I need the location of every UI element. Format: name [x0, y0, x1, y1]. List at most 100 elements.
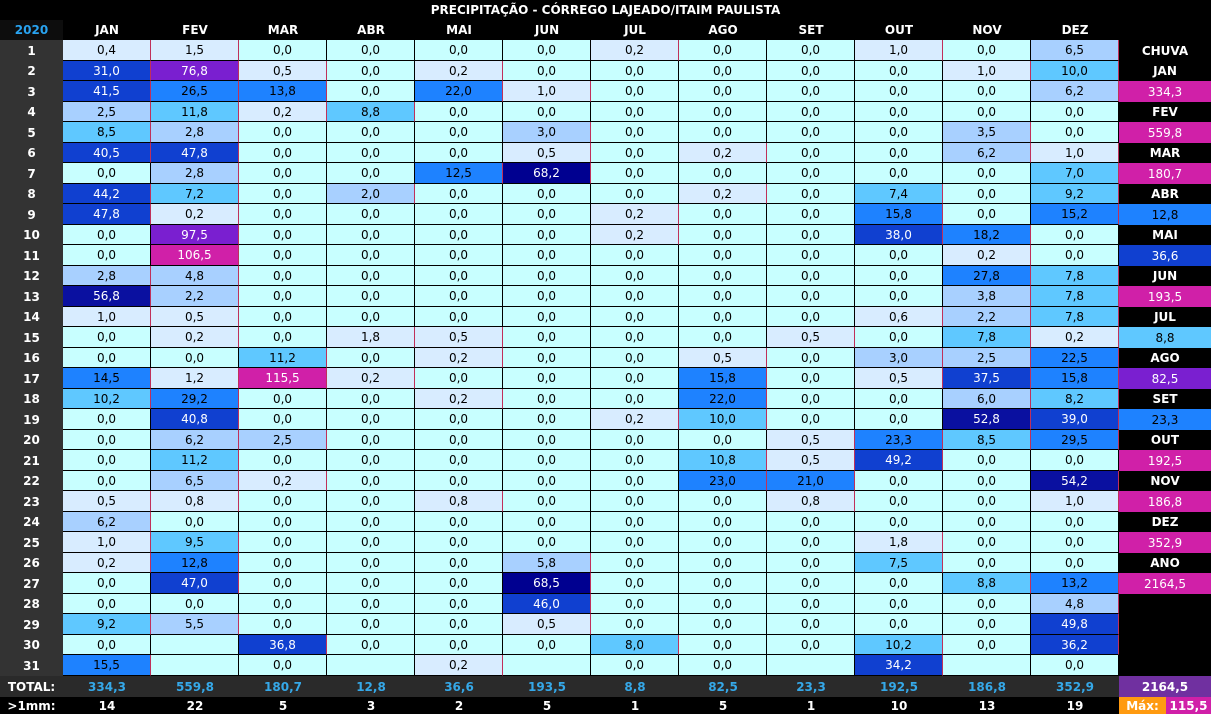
side-label-ago: AGO [1119, 348, 1211, 368]
daily-value: 0,5 [503, 614, 591, 635]
daily-value: 0,0 [1031, 450, 1119, 471]
daily-value: 0,0 [855, 102, 943, 122]
daily-value: 0,0 [63, 327, 151, 348]
daily-value: 0,0 [239, 266, 327, 286]
daily-value: 40,5 [63, 143, 151, 163]
side-value-fev: 559,8 [1119, 122, 1211, 143]
rain-days-set: 1 [767, 697, 855, 714]
daily-value: 0,0 [943, 594, 1031, 614]
month-header-nov: NOV [943, 20, 1031, 40]
daily-value: 23,0 [679, 471, 767, 491]
side-label-fev: FEV [1119, 102, 1211, 122]
daily-value: 0,0 [591, 368, 679, 389]
daily-value: 0,0 [415, 225, 503, 245]
daily-value: 0,2 [591, 204, 679, 225]
rain-days-label: >1mm: [0, 697, 63, 714]
daily-value: 0,0 [855, 81, 943, 102]
month-total-dez: 352,9 [1031, 676, 1119, 697]
daily-value: 1,0 [1031, 491, 1119, 512]
daily-value: 40,8 [151, 409, 239, 430]
daily-value: 29,5 [1031, 430, 1119, 450]
day-number: 12 [0, 266, 63, 286]
daily-value: 7,8 [943, 327, 1031, 348]
daily-value: 15,5 [63, 655, 151, 676]
daily-value: 0,0 [327, 122, 415, 143]
daily-value: 0,0 [415, 204, 503, 225]
daily-value: 0,0 [767, 102, 855, 122]
daily-value: 14,5 [63, 368, 151, 389]
daily-value: 0,0 [327, 348, 415, 368]
daily-value: 0,0 [943, 532, 1031, 553]
daily-value: 52,8 [943, 409, 1031, 430]
daily-value: 0,0 [767, 40, 855, 61]
daily-value: 7,2 [151, 184, 239, 204]
daily-value: 68,2 [503, 163, 591, 184]
side-filler [1119, 594, 1211, 676]
daily-value: 0,0 [1031, 532, 1119, 553]
daily-value: 0,0 [327, 245, 415, 266]
daily-value: 10,2 [63, 389, 151, 409]
daily-value: 0,0 [679, 163, 767, 184]
rain-days-mar: 5 [239, 697, 327, 714]
daily-value: 0,0 [239, 122, 327, 143]
month-total-jan: 334,3 [63, 676, 151, 697]
daily-value: 0,0 [1031, 553, 1119, 573]
daily-value: 0,0 [591, 327, 679, 348]
daily-value [767, 655, 855, 676]
side-label-set: SET [1119, 389, 1211, 409]
daily-value: 0,0 [943, 204, 1031, 225]
daily-value: 9,2 [1031, 184, 1119, 204]
daily-value: 0,2 [591, 409, 679, 430]
daily-value: 0,0 [415, 245, 503, 266]
daily-value: 1,2 [151, 368, 239, 389]
month-total-mai: 36,6 [415, 676, 503, 697]
daily-value: 0,0 [767, 409, 855, 430]
daily-value: 0,0 [855, 614, 943, 635]
header-blank [1119, 20, 1211, 40]
daily-value: 0,0 [239, 184, 327, 204]
daily-value: 3,0 [503, 122, 591, 143]
daily-value: 11,2 [151, 450, 239, 471]
daily-value: 0,0 [855, 491, 943, 512]
daily-value: 0,0 [591, 512, 679, 532]
daily-value: 0,0 [591, 266, 679, 286]
month-header-jan: JAN [63, 20, 151, 40]
daily-value: 0,0 [591, 163, 679, 184]
daily-value: 0,2 [679, 143, 767, 163]
side-label-mar: MAR [1119, 143, 1211, 163]
daily-value: 0,0 [767, 204, 855, 225]
daily-value: 0,0 [679, 512, 767, 532]
daily-value: 10,0 [679, 409, 767, 430]
daily-value: 0,0 [855, 389, 943, 409]
daily-value: 9,2 [63, 614, 151, 635]
daily-value: 0,0 [415, 409, 503, 430]
daily-value: 0,0 [503, 225, 591, 245]
daily-value: 0,0 [239, 409, 327, 430]
day-number: 20 [0, 430, 63, 450]
daily-value: 0,0 [855, 409, 943, 430]
daily-value: 0,0 [327, 553, 415, 573]
month-header-dez: DEZ [1031, 20, 1119, 40]
daily-value: 0,0 [1031, 245, 1119, 266]
daily-value: 0,5 [151, 307, 239, 327]
daily-value: 0,0 [767, 553, 855, 573]
daily-value: 0,0 [327, 81, 415, 102]
daily-value [503, 655, 591, 676]
daily-value: 97,5 [151, 225, 239, 245]
daily-value: 1,0 [855, 40, 943, 61]
daily-value: 27,8 [943, 266, 1031, 286]
page-title: PRECIPITAÇÃO - CÓRREGO LAJEADO/ITAIM PAU… [0, 0, 1211, 20]
daily-value: 0,0 [415, 573, 503, 594]
daily-value: 0,0 [327, 430, 415, 450]
daily-value: 0,2 [415, 655, 503, 676]
daily-value: 0,0 [767, 307, 855, 327]
daily-value: 2,2 [151, 286, 239, 307]
daily-value: 0,0 [415, 102, 503, 122]
daily-value: 106,5 [151, 245, 239, 266]
daily-value: 7,5 [855, 553, 943, 573]
daily-value: 0,0 [63, 245, 151, 266]
daily-value: 0,0 [767, 368, 855, 389]
daily-value: 0,0 [327, 40, 415, 61]
daily-value: 0,0 [679, 307, 767, 327]
side-label-jan: JAN [1119, 61, 1211, 81]
